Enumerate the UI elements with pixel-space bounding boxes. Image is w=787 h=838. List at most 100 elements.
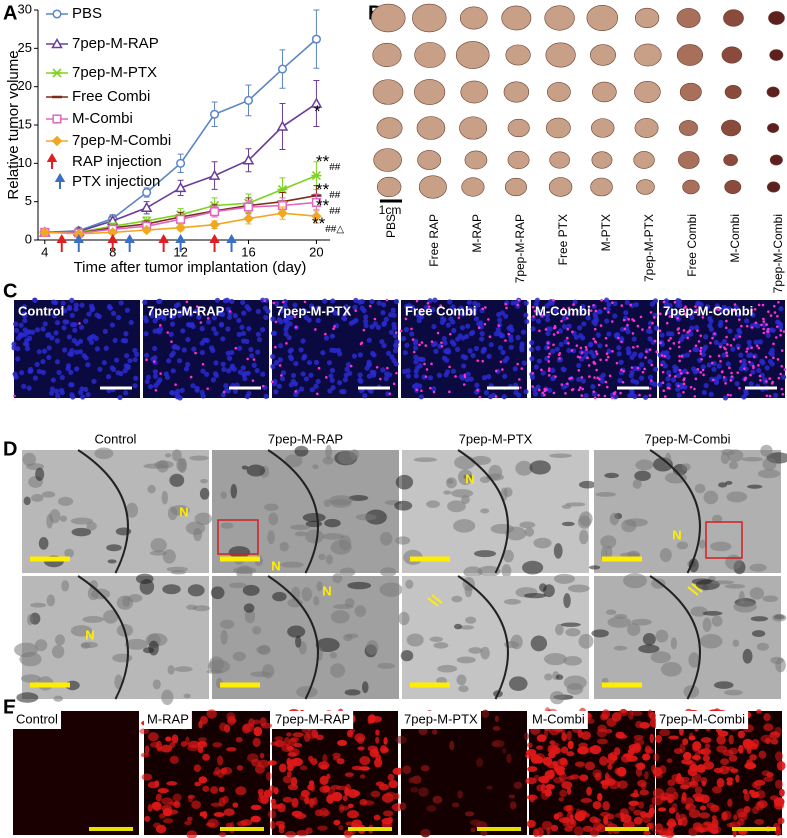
signal — [763, 776, 774, 782]
nucleus — [65, 366, 71, 372]
organelle — [638, 644, 660, 654]
tumor — [678, 120, 698, 136]
tumor — [373, 148, 402, 172]
organelle — [246, 464, 266, 477]
marker — [176, 158, 186, 168]
nucleus — [25, 329, 31, 335]
marker — [311, 211, 322, 222]
nucleus — [412, 345, 419, 351]
signal — [293, 315, 297, 319]
nucleus — [86, 311, 92, 317]
signal — [696, 329, 699, 332]
nucleus — [381, 302, 387, 308]
signal — [702, 754, 710, 762]
signal — [677, 331, 681, 335]
tumor — [545, 42, 576, 68]
signal — [284, 831, 297, 838]
nucleus — [293, 360, 299, 367]
organelle — [465, 616, 477, 624]
signal — [728, 366, 731, 370]
nucleus — [580, 378, 586, 384]
column-title: 7pep-M-RAP — [268, 431, 343, 446]
organelle — [284, 454, 303, 468]
nucleus — [652, 298, 659, 304]
nucleus — [163, 371, 169, 377]
nucleus — [465, 323, 471, 329]
nucleus — [232, 388, 239, 394]
organelle — [330, 539, 352, 555]
marker — [243, 202, 254, 212]
marker — [210, 109, 220, 119]
nucleus — [513, 390, 519, 396]
nucleus — [404, 342, 410, 348]
nucleus — [69, 297, 75, 303]
x-tick-label: 16 — [241, 244, 255, 259]
highlight-box — [217, 519, 259, 555]
signal — [777, 376, 781, 380]
signal — [609, 751, 618, 757]
nucleus — [220, 336, 226, 342]
organelle — [41, 491, 56, 498]
nucleus — [127, 358, 133, 364]
nucleus — [251, 362, 257, 368]
nucleus — [769, 347, 775, 353]
organelle — [605, 609, 617, 616]
nucleus — [764, 365, 770, 371]
nucleus — [444, 369, 451, 375]
nucleus — [721, 338, 727, 345]
signal — [566, 336, 569, 340]
signal — [660, 354, 664, 357]
nucleus — [684, 352, 691, 358]
nucleus — [194, 387, 200, 393]
nucleus — [302, 353, 308, 359]
signal — [738, 318, 741, 321]
group-label: Free Combi — [685, 214, 699, 277]
signal — [719, 345, 722, 349]
signal — [560, 383, 564, 386]
nucleus — [144, 379, 150, 385]
nucleus — [26, 385, 32, 391]
organelle — [429, 636, 443, 642]
organelle — [176, 458, 187, 472]
signal — [206, 387, 209, 390]
tumor — [416, 116, 446, 140]
image-label: M-Combi — [532, 711, 585, 726]
signal — [710, 825, 722, 834]
nucleus — [152, 369, 158, 375]
signal — [157, 788, 169, 794]
signal — [663, 354, 667, 358]
nucleus — [337, 380, 343, 386]
nucleus — [73, 302, 79, 308]
signal — [641, 328, 644, 331]
nucleus — [62, 308, 68, 314]
nucleus — [688, 331, 694, 337]
signal — [232, 802, 239, 808]
signal — [578, 356, 582, 359]
marker — [175, 222, 186, 233]
signal — [226, 747, 237, 752]
signal — [693, 387, 696, 391]
signal — [770, 738, 779, 745]
nucleus — [276, 317, 282, 323]
arrow — [687, 583, 703, 596]
nucleus — [409, 331, 415, 337]
nucleus — [302, 308, 308, 314]
nucleus — [190, 383, 196, 389]
organelle — [751, 630, 766, 637]
tumor — [767, 123, 780, 133]
signal — [683, 306, 686, 310]
signal — [563, 805, 573, 812]
signal — [415, 299, 419, 303]
nucleus — [54, 359, 61, 365]
organelle — [294, 445, 309, 457]
nucleus — [320, 350, 326, 356]
signal — [604, 380, 608, 384]
signal — [357, 746, 365, 751]
signal — [566, 327, 569, 331]
signal — [725, 354, 729, 357]
nucleus — [176, 358, 183, 364]
nucleus — [246, 326, 252, 332]
signal — [540, 368, 543, 372]
signal — [347, 803, 354, 809]
signal — [201, 362, 205, 366]
